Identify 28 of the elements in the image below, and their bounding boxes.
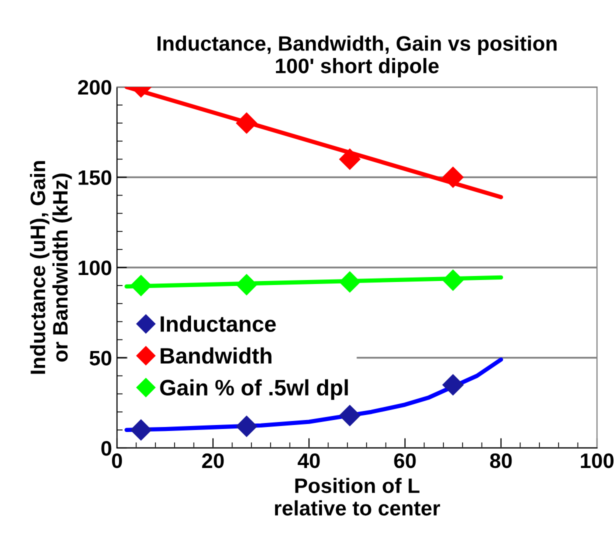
- point: [442, 270, 464, 291]
- point: [130, 275, 152, 296]
- y-tick-label: 100: [78, 260, 112, 276]
- y-tick-label: 0: [101, 441, 112, 456]
- point: [339, 271, 360, 292]
- point: [339, 404, 360, 426]
- y-tick-label: 50: [90, 350, 112, 366]
- point: [442, 374, 464, 396]
- point: [236, 416, 258, 437]
- y-tick-label: 200: [78, 80, 112, 95]
- x-axis-title: Position of L relative to center: [275, 478, 440, 516]
- point: [442, 166, 464, 188]
- legend-label: Gain % of .5wl dpl: [160, 379, 348, 400]
- y-tick-label: 150: [78, 170, 112, 186]
- x-tick-label: 0: [112, 453, 122, 468]
- x-tick-label: 100: [580, 453, 614, 468]
- x-tick-label: 20: [202, 453, 224, 468]
- x-tick-label: 40: [298, 453, 320, 468]
- x-tick-label: 80: [490, 453, 512, 468]
- chart-title: Inductance, Bandwidth, Gain vs position 100' short dipole: [158, 36, 557, 78]
- point: [236, 112, 258, 134]
- legend-label: Inductance: [160, 316, 276, 332]
- y-axis-title: Inductance (uH), Gain or Bandwidth (kHz): [30, 161, 72, 374]
- point: [339, 148, 360, 170]
- legend-label: Bandwidth: [160, 347, 272, 364]
- point: [130, 419, 152, 440]
- x-tick-label: 60: [394, 453, 416, 468]
- point: [236, 274, 258, 296]
